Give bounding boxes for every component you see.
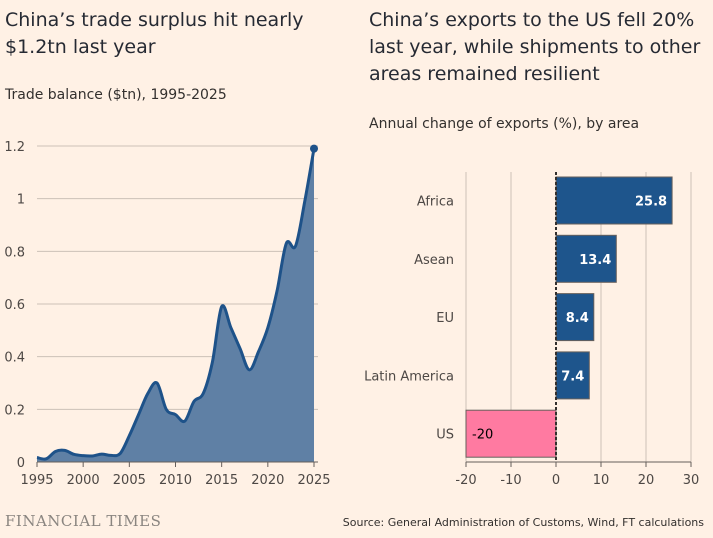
bar-asean [555,234,617,283]
y-tick-label: 1.2 [4,140,25,155]
x-tick-label: 10 [593,473,610,488]
series-line [36,148,316,461]
x-tick-label: 2010 [159,473,192,488]
category-label: US [436,428,454,443]
category-label: Africa [417,195,454,210]
x-tick-label: 2000 [67,473,100,488]
x-tick-label: -10 [500,473,521,488]
right-chart-subtitle: Annual change of exports (%), by area [369,116,640,132]
data-label: 25.8 [635,195,667,210]
data-label: 8.4 [566,311,589,326]
y-tick-label: 0 [17,456,25,471]
category-label: Asean [414,253,454,268]
ft-logo: FINANCIAL TIMES [5,512,162,530]
x-tick-label: 2015 [205,473,238,488]
left-chart-title: China’s trade surplus hit nearly $1.2tn … [5,9,304,58]
x-tick-label: 2025 [297,473,330,488]
data-label: 7.4 [561,369,584,384]
source-note: Source: General Administration of Custom… [342,516,704,529]
y-tick-label: 0.2 [4,403,25,418]
endpoint-marker [310,144,318,153]
category-label: EU [436,311,454,326]
y-tick-label: 0.4 [4,351,25,366]
x-tick-label: 2005 [113,473,146,488]
bar-africa [555,176,673,225]
left-chart-subtitle: Trade balance ($tn), 1995-2025 [5,87,227,103]
area-fill [37,148,314,462]
y-tick-label: 1 [17,193,25,208]
x-tick-label: 2020 [251,473,284,488]
category-label: Latin America [364,369,454,384]
y-tick-label: 0.6 [4,298,25,313]
bar-latin-america [555,351,590,400]
x-tick-label: 20 [638,473,655,488]
x-tick-label: -20 [455,473,476,488]
bar-us [465,409,557,458]
right-chart-title: China’s exports to the US fell 20% last … [369,9,701,85]
data-label: -20 [472,428,493,443]
x-tick-label: 1995 [20,473,53,488]
data-label: 13.4 [579,253,611,268]
bar-eu [555,293,595,342]
x-tick-label: 30 [683,473,700,488]
x-tick-label: 0 [552,473,560,488]
y-tick-label: 0.8 [4,245,25,260]
